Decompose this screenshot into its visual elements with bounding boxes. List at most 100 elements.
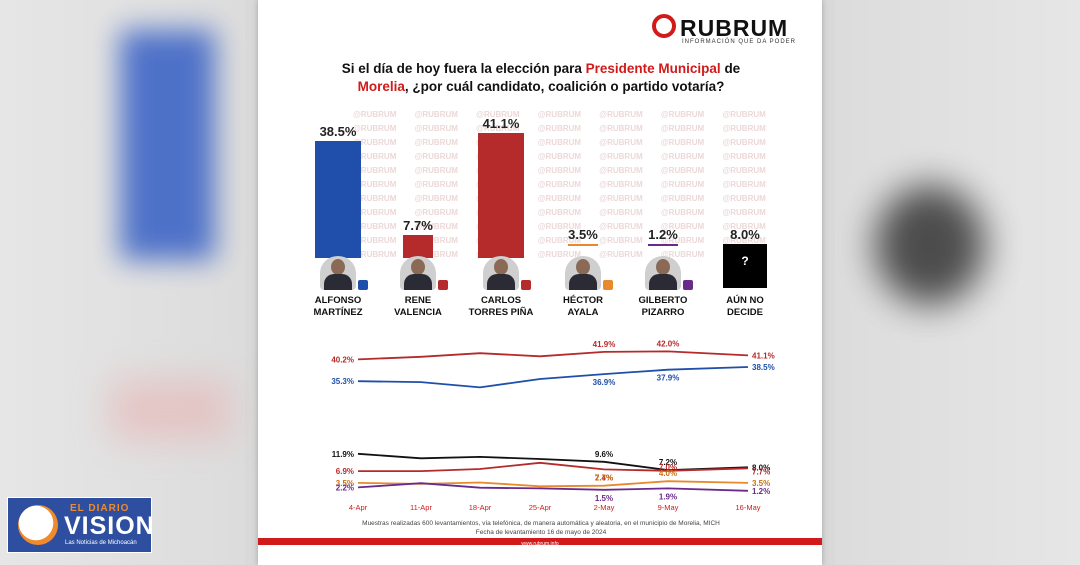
trend-chart-others: 11.9% 9.6% 7.2% 8.0% 6.9% 7.4% 7.0% 7.7% 3.5% 2.7…	[332, 450, 770, 512]
photo-body	[324, 274, 352, 290]
photo-body	[487, 274, 515, 290]
bar-1	[403, 234, 433, 258]
candidate-name: AÚN NO	[726, 295, 764, 306]
poll-question: Si el día de hoy fuera la elección para …	[298, 60, 784, 96]
trend-point-label: 7.0%	[659, 463, 677, 472]
party-logo-icon	[683, 280, 693, 290]
bar-2	[478, 133, 524, 258]
trend-point-label: 35.3%	[331, 377, 354, 386]
x-tick-label: 18-Apr	[469, 503, 492, 512]
party-logo-icon	[521, 280, 531, 290]
trend-point-label: 41.1%	[752, 351, 775, 360]
trend-line-1	[357, 366, 749, 389]
candidate-name: AYALA	[567, 307, 599, 318]
question-part3: , ¿por cuál candidato, coalición o parti…	[404, 79, 725, 94]
photo-body	[569, 274, 597, 290]
question-mark-icon: ?	[741, 254, 749, 268]
trend-line-3	[357, 482, 749, 492]
bar-value-label: 38.5%	[319, 124, 357, 140]
photo-head	[331, 259, 345, 275]
photo-body	[404, 274, 432, 290]
x-tick-label: 25-Apr	[529, 503, 552, 512]
candidate-name: TORRES PIÑA	[468, 307, 534, 318]
trend-point-label: 38.5%	[752, 363, 775, 372]
candidate-photo	[565, 256, 601, 290]
trend-point-label: 2.7%	[595, 474, 613, 483]
background-right-blur	[835, 0, 1080, 565]
party-logo-icon	[358, 280, 368, 290]
blurred-shape	[110, 380, 230, 440]
question-highlight-office: Presidente Municipal	[585, 61, 721, 76]
party-logo-icon	[603, 280, 613, 290]
background-left-blur	[0, 0, 245, 565]
candidate-name: GILBERTO	[638, 295, 688, 306]
footer-bar	[258, 538, 822, 545]
trend-point-label: 37.9%	[657, 374, 680, 383]
poll-card: RUBRUM INFORMACIÓN QUE DA PODER Si el dí…	[258, 0, 822, 565]
party-logo-icon	[438, 280, 448, 290]
methodology-line1: Muestras realizadas 600 levantamientos, …	[362, 520, 720, 527]
trend-line-0	[357, 452, 749, 472]
bar-value-label: 8.0%	[730, 227, 760, 242]
logo-tagline: INFORMACIÓN QUE DA PODER	[682, 39, 797, 45]
photo-body	[649, 274, 677, 290]
trend-chart-leaders: 40.2% 41.9% 42.0% 41.1% 35.3% 36.9% 37.9% 38.5%	[331, 339, 775, 389]
bar-value-label: 7.7%	[403, 217, 433, 233]
candidate-name: MARTÍNEZ	[313, 307, 363, 318]
footer-url: www.rubrum.info	[521, 541, 559, 547]
trend-point-label: 42.0%	[657, 339, 680, 348]
undecided-silhouette-icon: ?	[723, 244, 767, 288]
candidate-name: HÉCTOR	[563, 295, 603, 306]
logo-ring-icon	[652, 14, 676, 38]
candidate-name: RENE	[404, 295, 432, 306]
rubrum-logo: RUBRUM INFORMACIÓN QUE DA PODER	[652, 12, 802, 48]
methodology-note: Muestras realizadas 600 levantamientos, …	[298, 519, 784, 537]
candidate-name: VALENCIA	[394, 307, 442, 318]
trend-point-label: 1.5%	[595, 494, 613, 503]
candidate-photo	[483, 256, 519, 290]
candidate-photo	[400, 256, 436, 290]
trend-point-label: 40.2%	[331, 355, 354, 364]
question-part1: Si el día de hoy fuera la elección para	[341, 61, 586, 76]
x-tick-label: 4-Apr	[349, 503, 368, 512]
blurred-bar	[120, 30, 215, 260]
candidate-name: PIZARRO	[641, 307, 685, 318]
trend-point-label: 4.0%	[659, 469, 677, 478]
trend-point-label: 1.9%	[659, 492, 677, 501]
x-tick-label: 2-May	[594, 503, 615, 512]
bar-value-label: 3.5%	[568, 227, 598, 242]
trend-point-label: 9.6%	[595, 450, 613, 459]
bar-3	[568, 244, 598, 246]
methodology-line2: Fecha de levantamiento 16 de mayo de 202…	[475, 529, 607, 536]
trend-point-label: 6.9%	[336, 467, 354, 476]
x-tick-label: 16-May	[735, 503, 760, 512]
trend-point-label: 3.5%	[336, 479, 354, 488]
photo-head	[494, 259, 508, 275]
trend-point-label: 7.7%	[752, 467, 770, 476]
bar-4	[648, 244, 678, 246]
blurred-silhouette	[875, 185, 985, 305]
photo-head	[411, 259, 425, 275]
x-tick-label: 11-Apr	[410, 503, 432, 512]
trend-point-label: 3.5%	[752, 479, 770, 488]
brand-circle-icon	[18, 505, 58, 545]
x-tick-label: 9-May	[658, 503, 679, 512]
trend-point-label: 36.9%	[593, 378, 616, 387]
trend-point-label: 8.0%	[752, 463, 770, 472]
trend-point-label: 7.2%	[659, 458, 677, 467]
photo-head	[576, 259, 590, 275]
brand-main-text: VISION	[64, 512, 155, 540]
trend-point-label: 41.9%	[593, 340, 616, 349]
logo-name: RUBRUM	[680, 15, 789, 41]
brand-sub-text: Las Noticias de Michoacán	[65, 540, 137, 546]
candidate-name: DECIDE	[727, 307, 763, 318]
photo-head	[656, 259, 670, 275]
candidate-photo	[645, 256, 681, 290]
question-highlight-city: Morelia	[357, 79, 405, 94]
trend-point-label: 1.2%	[752, 487, 770, 496]
bar-0	[315, 141, 361, 258]
brand-top-text: EL DIARIO	[70, 503, 130, 514]
trend-point-label: 2.2%	[336, 483, 354, 492]
candidate-name: CARLOS	[480, 295, 522, 306]
trend-point-label: 11.9%	[332, 450, 354, 459]
